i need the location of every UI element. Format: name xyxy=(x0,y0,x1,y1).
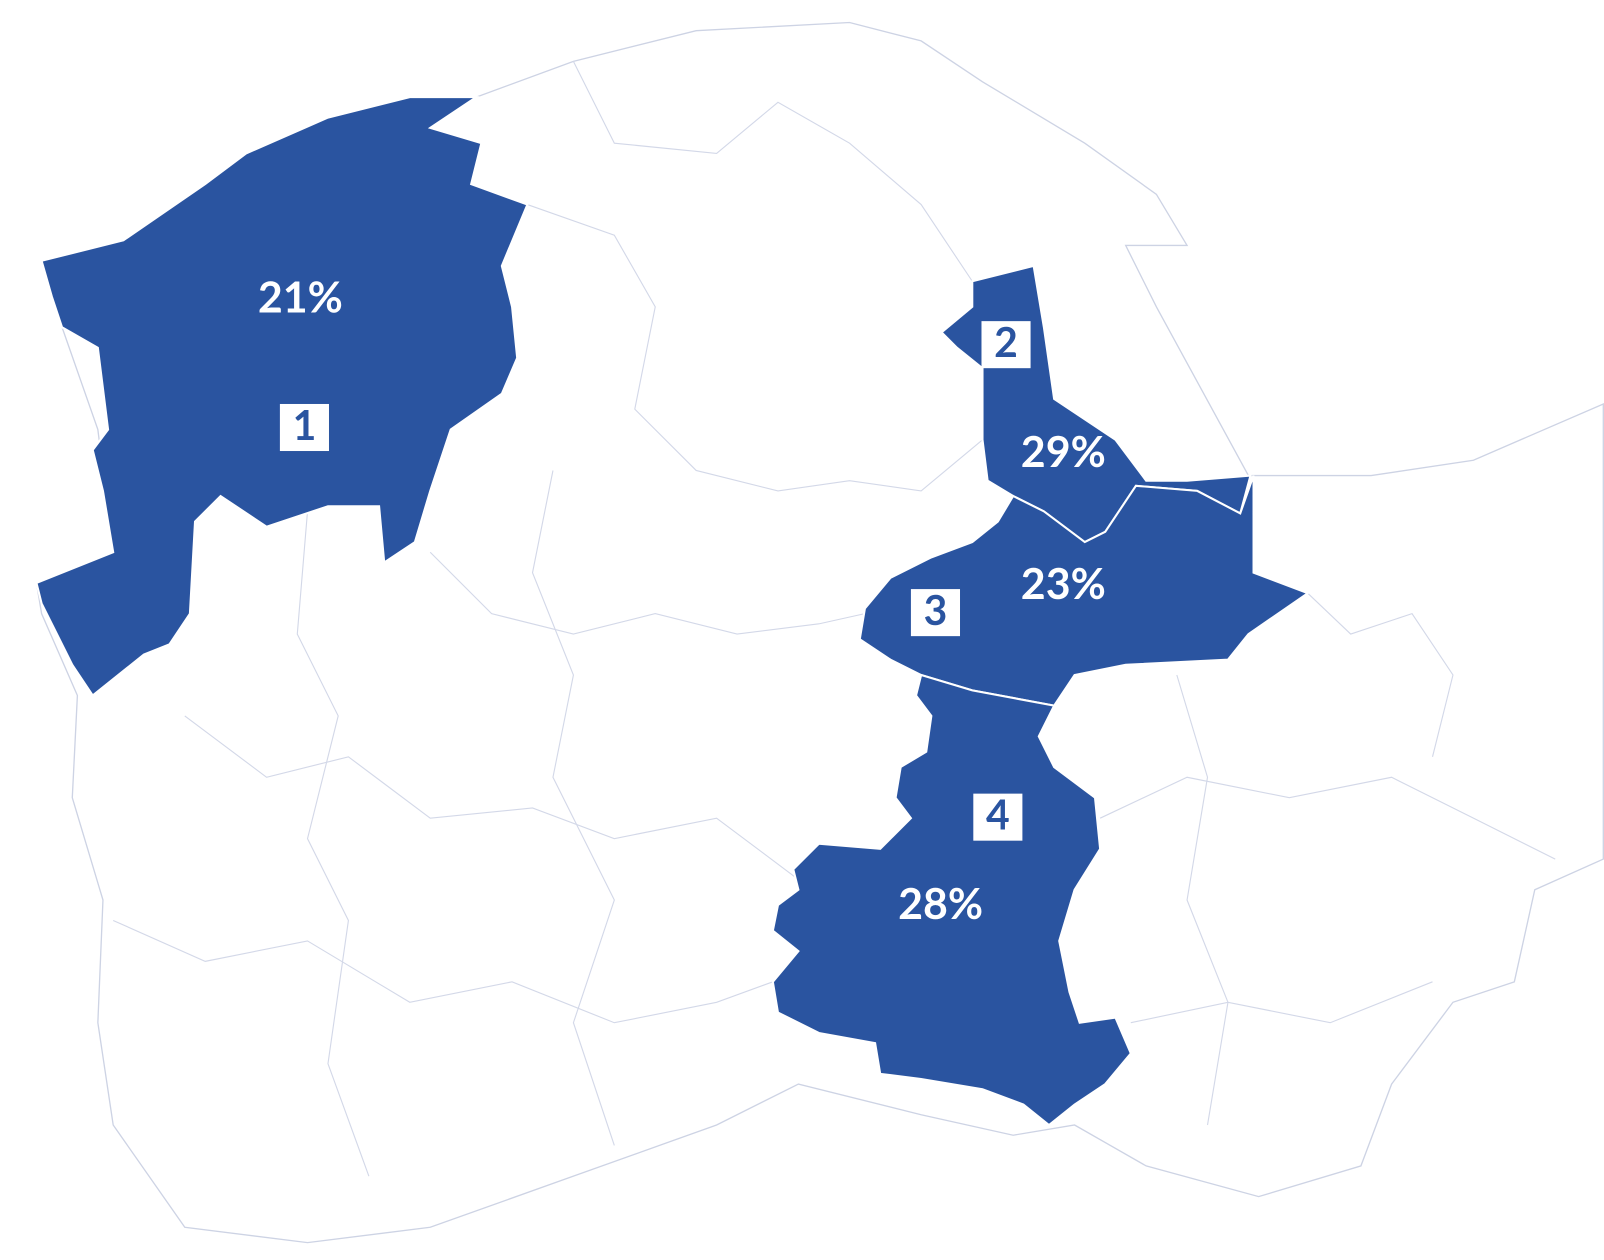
district-border xyxy=(1307,592,1454,757)
district-border xyxy=(1099,776,1556,860)
district-border xyxy=(296,511,370,1177)
region-share: 23% xyxy=(1021,558,1106,609)
region xyxy=(858,475,1310,707)
district-border xyxy=(531,470,615,1146)
region xyxy=(771,673,1132,1127)
region-number: 3 xyxy=(924,585,948,634)
region-number: 2 xyxy=(994,317,1018,366)
region xyxy=(35,96,529,697)
district-border xyxy=(112,919,774,1024)
district-border xyxy=(572,61,973,282)
labels: 21% 1 2 29% 3 23% 4 28% xyxy=(258,272,1106,929)
region-number-box xyxy=(910,589,961,637)
district-border xyxy=(1176,674,1229,1126)
region-share: 21% xyxy=(258,272,343,323)
region-number-box xyxy=(973,793,1023,841)
region-number-box xyxy=(279,403,329,452)
region-number: 4 xyxy=(986,790,1010,839)
district-border xyxy=(527,204,983,492)
region-share: 29% xyxy=(1021,426,1106,477)
district-border xyxy=(429,551,866,635)
regions xyxy=(35,96,1310,1127)
region-share: 28% xyxy=(898,878,983,929)
district-border xyxy=(1130,981,1433,1024)
region-number-box xyxy=(981,321,1031,369)
district-border xyxy=(184,715,799,880)
region-number: 1 xyxy=(293,400,317,449)
